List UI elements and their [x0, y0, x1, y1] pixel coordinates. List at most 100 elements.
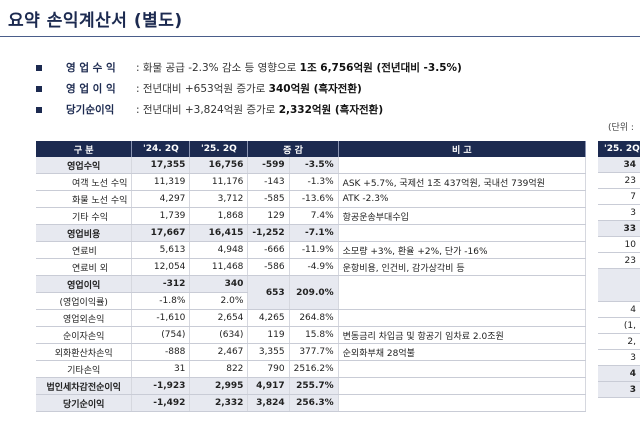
row-label: (영업이익률) [36, 292, 133, 310]
side-cell: 3 [598, 350, 640, 366]
row-label: 영업외손익 [36, 309, 133, 327]
cell-diff-pct: 7.4% [289, 207, 339, 225]
cell-note: 순외화부채 28억불 [338, 343, 587, 361]
income-statement-table: 구 분 '24. 2Q '25. 2Q 증 감 비 고 영업수익 17,355 … [36, 141, 587, 412]
side-cell: 33 [598, 221, 640, 237]
table-row: 영업수익 17,355 16,756 -599 -3.5% [36, 157, 587, 174]
table-row: 영업비용 17,667 16,415 -1,252 -7.1% [36, 224, 587, 242]
header-q25: '25. 2Q [189, 141, 249, 157]
cell-note [338, 309, 587, 327]
cell-q25: 16,756 [189, 157, 249, 174]
cell-q24: 31 [131, 360, 191, 378]
cell-diff: -586 [247, 258, 290, 276]
side-cell: 4 [598, 302, 640, 318]
header-q24: '24. 2Q [131, 141, 191, 157]
table-row: 기타손익 31 822 790 2516.2% [36, 360, 587, 378]
row-label: 기타 수익 [36, 207, 133, 225]
cell-diff-pct: 264.8% [289, 309, 339, 327]
cell-diff: 129 [247, 207, 290, 225]
cell-q25: 2,995 [189, 377, 249, 395]
unit-label: (단위 : [608, 123, 634, 133]
cell-q24: -312 [131, 275, 191, 293]
cell-q25: 3,712 [189, 190, 249, 208]
header-item: 구 분 [36, 141, 133, 157]
cell-diff: 653 [247, 275, 290, 310]
cell-diff-pct: -3.5% [289, 157, 339, 174]
side-cell: 3 [598, 205, 640, 221]
row-label: 영업수익 [36, 157, 133, 174]
cell-q24: -1,610 [131, 309, 191, 327]
cell-diff-pct: 255.7% [289, 377, 339, 395]
cell-q24: 11,319 [131, 173, 191, 191]
bullet-label: 영 업 이 익 [66, 83, 116, 95]
cell-q25: (634) [189, 326, 249, 344]
cell-q24: 1,739 [131, 207, 191, 225]
cell-note [338, 275, 587, 310]
bullet-text: : 전년대비 +3,824억원 증가로 2,332억원 (흑자전환) [136, 104, 384, 116]
cell-diff-pct: -11.9% [289, 241, 339, 259]
cell-note [338, 224, 587, 242]
bullet-square-icon [36, 107, 42, 113]
cell-diff-pct: 377.7% [289, 343, 339, 361]
header-note: 비 고 [338, 141, 587, 157]
cell-diff: 119 [247, 326, 290, 344]
table-row: 영업외손익 -1,610 2,654 4,265 264.8% [36, 309, 587, 327]
row-label: 여객 노선 수익 [36, 173, 133, 191]
bullet-square-icon [36, 86, 42, 92]
cell-diff: 4,265 [247, 309, 290, 327]
side-cell: 4 [598, 366, 640, 382]
row-label: 영업이익 [36, 275, 133, 293]
cell-diff: -585 [247, 190, 290, 208]
row-label: 연료비 [36, 241, 133, 259]
row-label: 화물 노선 수익 [36, 190, 133, 208]
table-row: 화물 노선 수익 4,297 3,712 -585 -13.6% ATK -2.… [36, 190, 587, 208]
table-row: (영업이익률) -1.8% 2.0% [36, 292, 586, 310]
cell-diff-pct: 209.0% [289, 275, 339, 310]
cell-q24: 12,054 [131, 258, 191, 276]
cell-note: ATK -2.3% [338, 190, 587, 208]
bullet-text: : 전년대비 +653억원 증가로 340억원 (흑자전환) [136, 83, 362, 95]
cell-note [338, 157, 587, 174]
cell-q25: 4,948 [189, 241, 249, 259]
bullet-label: 당기순이익 [66, 104, 115, 116]
table-row: 기타 수익 1,739 1,868 129 7.4% 항공운송부대수입 [36, 207, 587, 225]
cell-q24: -1.8% [131, 292, 191, 310]
side-cell: (1, [598, 318, 640, 334]
bullet-label: 영 업 수 익 [66, 62, 116, 74]
side-cell: 34 [598, 157, 640, 173]
cell-diff: 3,824 [247, 394, 290, 412]
cell-note [338, 394, 587, 412]
cell-diff-pct: 256.3% [289, 394, 339, 412]
cell-q25: 1,868 [189, 207, 249, 225]
row-label: 기타손익 [36, 360, 133, 378]
cell-diff-pct: -1.3% [289, 173, 339, 191]
side-cell: 23 [598, 253, 640, 269]
cell-q24: -1,492 [131, 394, 191, 412]
cell-note: 소모량 +3%, 환율 +2%, 단가 -16% [338, 241, 587, 259]
cell-diff-pct: -13.6% [289, 190, 339, 208]
side-cell: 10 [598, 237, 640, 253]
table-row: 당기순이익 -1,492 2,332 3,824 256.3% [36, 394, 587, 412]
cell-diff: -666 [247, 241, 290, 259]
side-cell: 23 [598, 173, 640, 189]
cell-note: 변동금리 차입금 및 항공기 임차료 2.0조원 [338, 326, 587, 344]
cell-q25: 16,415 [189, 224, 249, 242]
cell-q25: 11,176 [189, 173, 249, 191]
cell-diff: 790 [247, 360, 290, 378]
cell-diff-pct: 2516.2% [289, 360, 339, 378]
cell-note: 항공운송부대수입 [338, 207, 587, 225]
cell-q25: 11,468 [189, 258, 249, 276]
row-label: 법인세차감전순이익 [36, 377, 133, 395]
cell-q25: 2,654 [189, 309, 249, 327]
table-row: 외화환산차손익 -888 2,467 3,355 377.7% 순외화부채 28… [36, 343, 587, 361]
cell-diff-pct: -7.1% [289, 224, 339, 242]
cell-diff: 4,917 [247, 377, 290, 395]
table-row: 순이자손익 (754) (634) 119 15.8% 변동금리 차입금 및 항… [36, 326, 587, 344]
cumulative-side-table: '25. 2Q누 34 23 7 3 33 10 23 4 (1, 2, 3 4… [598, 141, 640, 398]
side-cell: 3 [598, 382, 640, 398]
cell-q25: 822 [189, 360, 249, 378]
row-label: 영업비용 [36, 224, 133, 242]
cell-note [338, 377, 587, 395]
cell-diff: -143 [247, 173, 290, 191]
cell-q24: 5,613 [131, 241, 191, 259]
